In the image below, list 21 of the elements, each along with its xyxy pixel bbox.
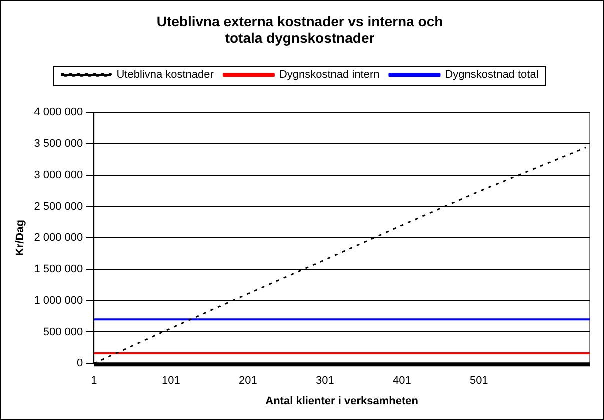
x-tick-label: 401 xyxy=(392,375,412,388)
y-tick-label: 4 000 000 xyxy=(34,106,84,119)
x-tick-label: 201 xyxy=(238,375,258,388)
x-axis-title: Antal klienter i verksamheten xyxy=(266,395,419,408)
y-tick-label: 2 000 000 xyxy=(34,232,84,244)
y-tick-label: 0 xyxy=(77,358,84,370)
y-tick-label: 1 500 000 xyxy=(34,264,84,276)
y-tick-label: 1 000 000 xyxy=(34,294,84,307)
x-tick-label: 301 xyxy=(316,375,334,388)
y-tick-label: 500 000 xyxy=(43,326,84,338)
y-axis-title: Kr/Dag xyxy=(14,220,27,256)
x-tick-label: 501 xyxy=(470,375,488,388)
legend-label: Uteblivna kostnader xyxy=(116,69,214,82)
x-tick-label: 1 xyxy=(91,375,98,388)
y-tick-label: 3 500 000 xyxy=(34,138,84,150)
legend-label: Dygnskostnad total xyxy=(445,69,539,82)
y-tick-label: 2 500 000 xyxy=(34,200,84,213)
legend-label: Dygnskostnad intern xyxy=(279,69,380,82)
x-tick-label: 101 xyxy=(162,375,180,388)
chart-title: Uteblivna externa kostnader vs interna och totala dygnskostnader xyxy=(156,13,444,46)
y-tick-label: 3 000 000 xyxy=(34,169,84,182)
